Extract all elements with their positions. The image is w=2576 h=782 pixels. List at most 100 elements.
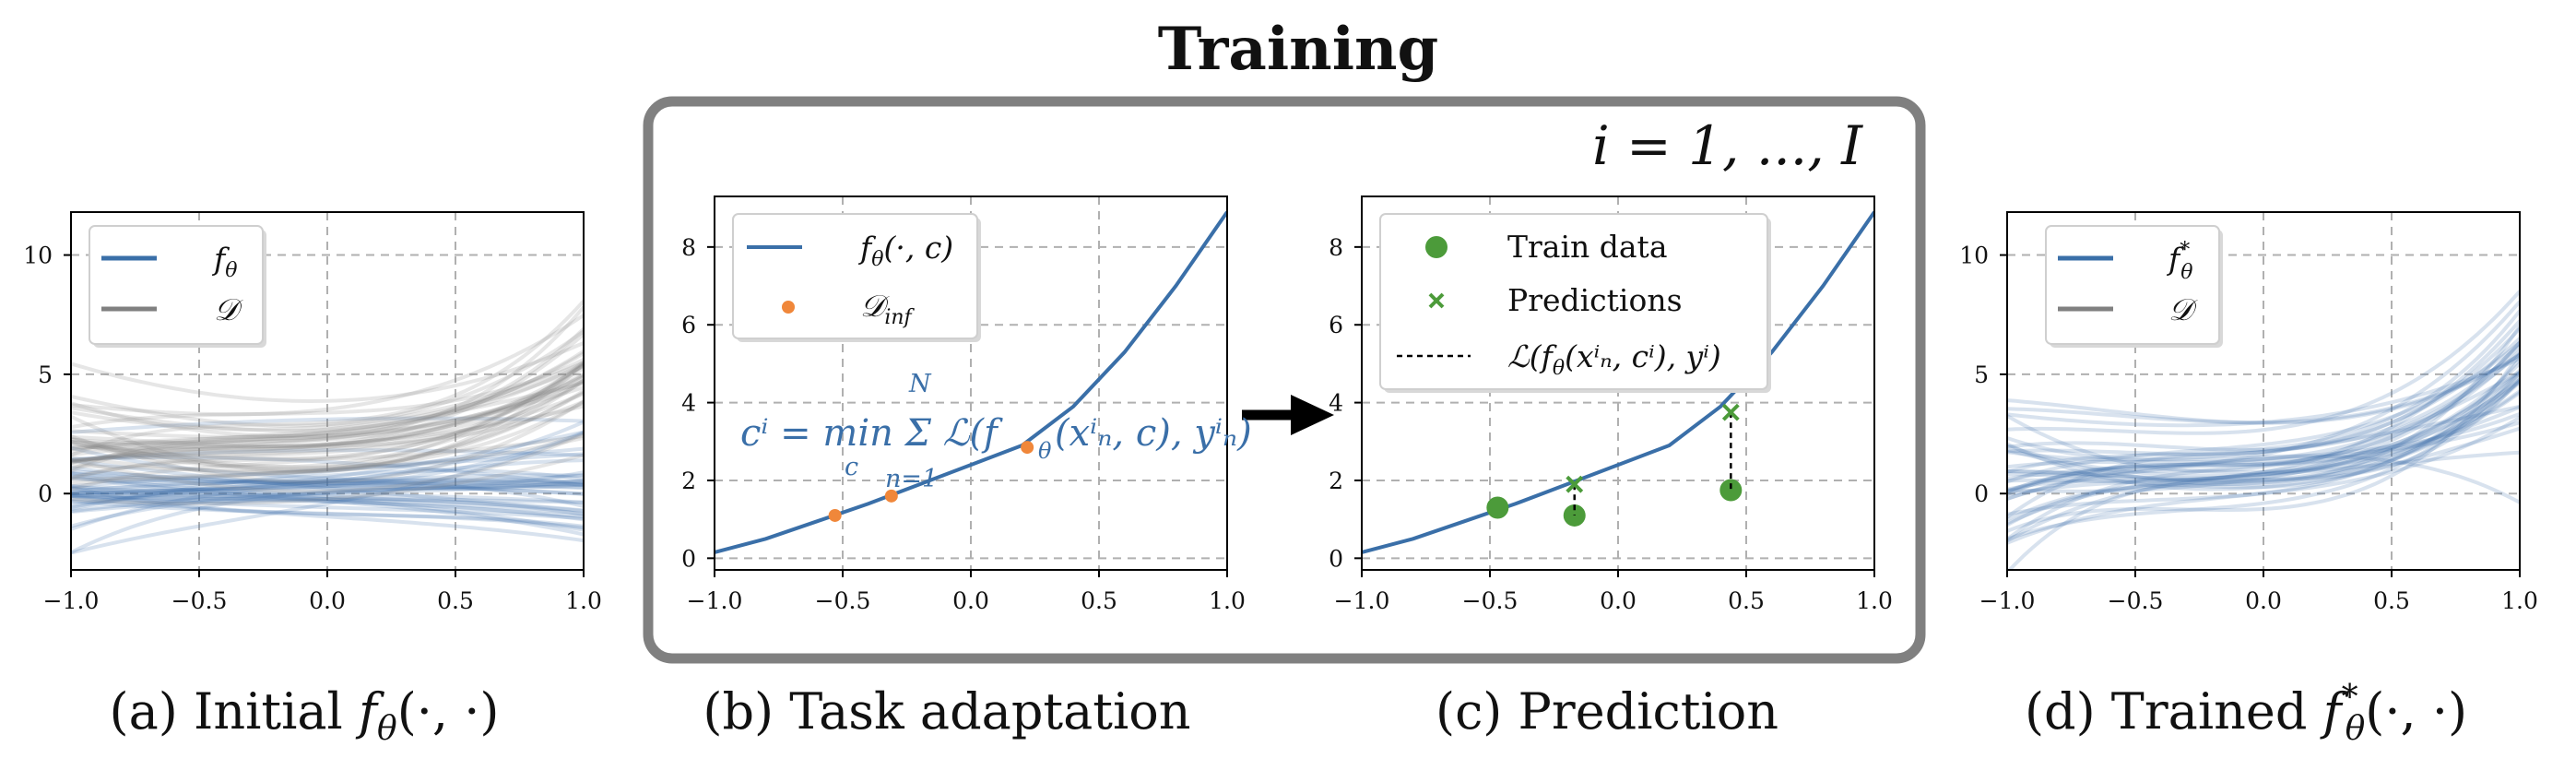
family-curve <box>71 470 584 554</box>
family-curve <box>71 485 584 528</box>
legend-box <box>1379 213 1768 390</box>
family-curve <box>71 332 584 464</box>
family-curve <box>71 435 584 482</box>
legend-b: fθ(·, c)𝒟inf <box>732 213 981 342</box>
family-curve <box>2007 340 2520 541</box>
legend-c-loss: ℒ(fθ(xⁱₙ, cⁱ), yⁱ) <box>1507 338 1721 380</box>
family-curve <box>71 300 584 457</box>
caption-d: (d) Trained f* θ(·, ·) <box>2025 679 2467 748</box>
family-curve <box>2007 325 2520 527</box>
family-curve <box>2007 372 2520 541</box>
x-tick-label: −1.0 <box>1979 587 2036 614</box>
family-curve <box>2007 309 2520 519</box>
family-curve <box>71 314 584 417</box>
figure-title: Training <box>1158 15 1439 84</box>
family-curve <box>2007 371 2520 516</box>
legend-c: Train data Predictions ℒ(fθ(xⁱₙ, cⁱ), yⁱ) <box>1379 213 1771 393</box>
family-curve <box>71 327 584 473</box>
formula-theta: θ <box>1038 438 1052 464</box>
panel-a-initial: −1.0 −0.5 0.0 0.5 1.0 0 5 10 fθ𝒟 <box>23 211 602 614</box>
family-curve <box>71 497 584 515</box>
family-curve <box>71 392 584 463</box>
family-curve <box>2007 353 2520 425</box>
y-tick-label: 2 <box>681 468 696 494</box>
family-curve <box>2007 350 2520 480</box>
family-curve <box>71 404 584 449</box>
family-curve <box>71 499 584 522</box>
family-curve <box>71 492 584 516</box>
y-tick-label: 4 <box>681 390 696 417</box>
family-curve <box>71 430 584 495</box>
x-tick-label: 0.0 <box>952 587 989 614</box>
family-curve <box>71 389 584 473</box>
family-curve <box>2007 319 2520 483</box>
arrow-b-to-c <box>1242 395 1334 435</box>
family-curve <box>71 448 584 462</box>
family-curve <box>71 456 584 488</box>
family-curve <box>71 430 584 492</box>
inference-point <box>1021 441 1034 455</box>
prediction-point <box>1566 475 1584 493</box>
family-curve <box>2007 352 2520 533</box>
family-curve <box>2007 391 2520 486</box>
family-curve <box>71 446 584 511</box>
series-line <box>1362 210 1874 554</box>
x-tick-label: −1.0 <box>1334 587 1390 614</box>
family-curve <box>71 479 584 507</box>
y-tick-label: 6 <box>681 312 696 338</box>
legend-b-f: fθ(·, c) <box>857 230 953 271</box>
family-curve <box>71 493 584 520</box>
legend-d-f: f* θ <box>2166 239 2192 284</box>
family-curve <box>71 364 584 452</box>
family-curve <box>2007 426 2520 492</box>
y-tick-label: 0 <box>681 545 696 572</box>
family-curve <box>71 329 584 428</box>
family-curve <box>71 432 584 493</box>
family-curve <box>71 458 584 513</box>
adaptation-formula: cⁱ = min Σ ℒ(f θ (xⁱₙ, c), yⁱₙ) c N n=1 <box>740 370 1252 493</box>
family-curve <box>2007 444 2520 478</box>
x-tick-label: 0.5 <box>1081 587 1117 614</box>
train-point <box>1719 479 1743 502</box>
y-tick-label: 5 <box>1974 361 1989 388</box>
y-tick-label: 6 <box>1329 312 1343 338</box>
family-curve <box>71 480 584 496</box>
family-curve <box>2007 345 2520 452</box>
legend-box <box>2045 225 2220 345</box>
family-curve <box>2007 378 2520 570</box>
family-curve <box>71 452 584 489</box>
y-tick-label: 5 <box>38 361 53 388</box>
family-curve <box>2007 405 2520 493</box>
family-curve <box>71 468 584 490</box>
family-curve <box>71 493 584 514</box>
family-curve <box>71 433 584 461</box>
family-curve <box>71 485 584 496</box>
family-curve <box>71 482 584 498</box>
family-curve <box>71 380 584 480</box>
family-curve <box>71 361 584 432</box>
family-curve <box>2007 415 2520 545</box>
legend-box <box>89 225 264 345</box>
family-curve <box>2007 404 2520 462</box>
family-curve <box>2007 341 2520 493</box>
family-curve <box>71 350 584 451</box>
family-curve <box>2007 369 2520 482</box>
family-curve <box>2007 300 2520 501</box>
family-curve <box>71 399 584 457</box>
x-tick-label: 1.0 <box>1209 587 1246 614</box>
panel-c-prediction: −1.0 −0.5 0.0 0.5 1.0 0 2 4 6 8 Train data Predicti… <box>1329 196 1893 614</box>
family-curve <box>2007 380 2520 483</box>
y-tick-label: 0 <box>1974 480 1989 507</box>
y-tick-label: 0 <box>1329 545 1343 572</box>
family-curve <box>2007 436 2520 504</box>
family-curve <box>71 372 584 466</box>
caption-a: (a) Initial fθ(·, ·) <box>110 682 500 748</box>
train-point <box>1486 496 1509 519</box>
family-curve <box>2007 412 2520 501</box>
family-curve <box>71 484 584 500</box>
plot-area <box>71 300 584 555</box>
family-curve <box>2007 337 2520 456</box>
y-tick-label: 0 <box>38 480 53 507</box>
family-curve <box>71 381 584 445</box>
